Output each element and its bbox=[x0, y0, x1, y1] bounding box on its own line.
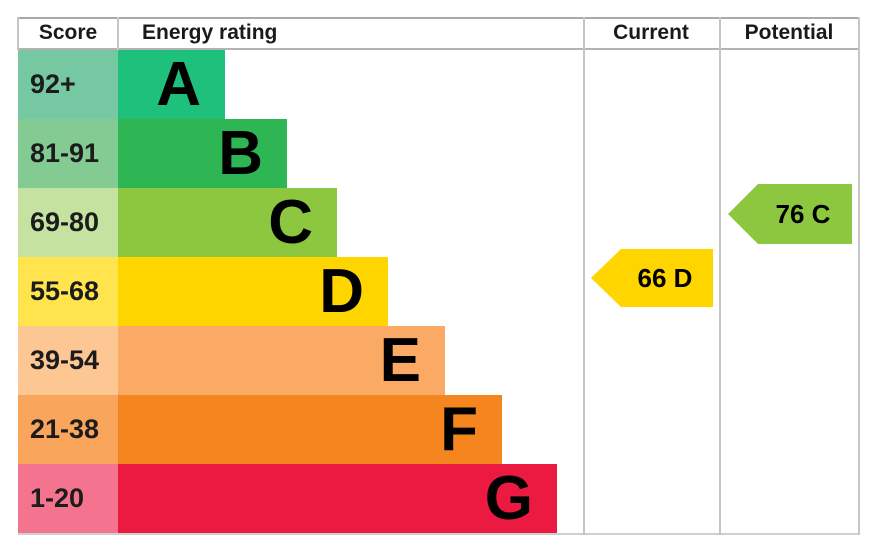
potential-column-divider bbox=[719, 17, 721, 535]
band-bar-b: B bbox=[118, 119, 287, 188]
current-rating-value: 66 D bbox=[637, 262, 693, 293]
band-row-c: 69-80 C bbox=[18, 188, 337, 257]
band-row-d: 55-68 D bbox=[18, 257, 388, 326]
band-row-g: 1-20 G bbox=[18, 464, 557, 533]
header-left-border bbox=[17, 17, 19, 50]
table-top-border bbox=[18, 17, 859, 19]
score-range-e: 39-54 bbox=[18, 326, 118, 395]
score-range-g: 1-20 bbox=[18, 464, 118, 533]
band-row-b: 81-91 B bbox=[18, 119, 287, 188]
current-column-divider bbox=[583, 17, 585, 535]
score-range-b: 81-91 bbox=[18, 119, 118, 188]
score-rating-divider bbox=[117, 17, 119, 50]
current-rating-arrow: 66 D bbox=[591, 249, 713, 307]
band-bar-f: F bbox=[118, 395, 502, 464]
potential-rating-arrow: 76 C bbox=[728, 184, 852, 244]
band-bar-e: E bbox=[118, 326, 445, 395]
score-column-header: Score bbox=[38, 21, 98, 44]
score-range-d: 55-68 bbox=[18, 257, 118, 326]
table-bottom-border bbox=[18, 533, 859, 535]
score-range-f: 21-38 bbox=[18, 395, 118, 464]
score-range-a: 92+ bbox=[18, 50, 118, 119]
band-letter-b: B bbox=[218, 118, 263, 188]
band-letter-c: C bbox=[268, 187, 313, 257]
band-bar-a: A bbox=[118, 50, 225, 119]
band-letter-a: A bbox=[156, 49, 201, 119]
band-bar-g: G bbox=[118, 464, 557, 533]
potential-rating-value: 76 C bbox=[775, 198, 831, 229]
band-letter-d: D bbox=[319, 256, 364, 326]
header-bottom-border bbox=[18, 48, 859, 50]
current-column-header: Current bbox=[613, 21, 689, 44]
band-row-f: 21-38 F bbox=[18, 395, 502, 464]
table-right-border bbox=[858, 17, 860, 535]
band-letter-f: F bbox=[440, 394, 478, 464]
potential-column-header: Potential bbox=[744, 21, 834, 44]
energy-rating-column-header: Energy rating bbox=[142, 21, 278, 44]
band-row-a: 92+ A bbox=[18, 50, 225, 119]
band-letter-g: G bbox=[484, 463, 533, 533]
score-range-c: 69-80 bbox=[18, 188, 118, 257]
band-bar-d: D bbox=[118, 257, 388, 326]
band-row-e: 39-54 E bbox=[18, 326, 445, 395]
band-letter-e: E bbox=[379, 325, 421, 395]
band-bar-c: C bbox=[118, 188, 337, 257]
